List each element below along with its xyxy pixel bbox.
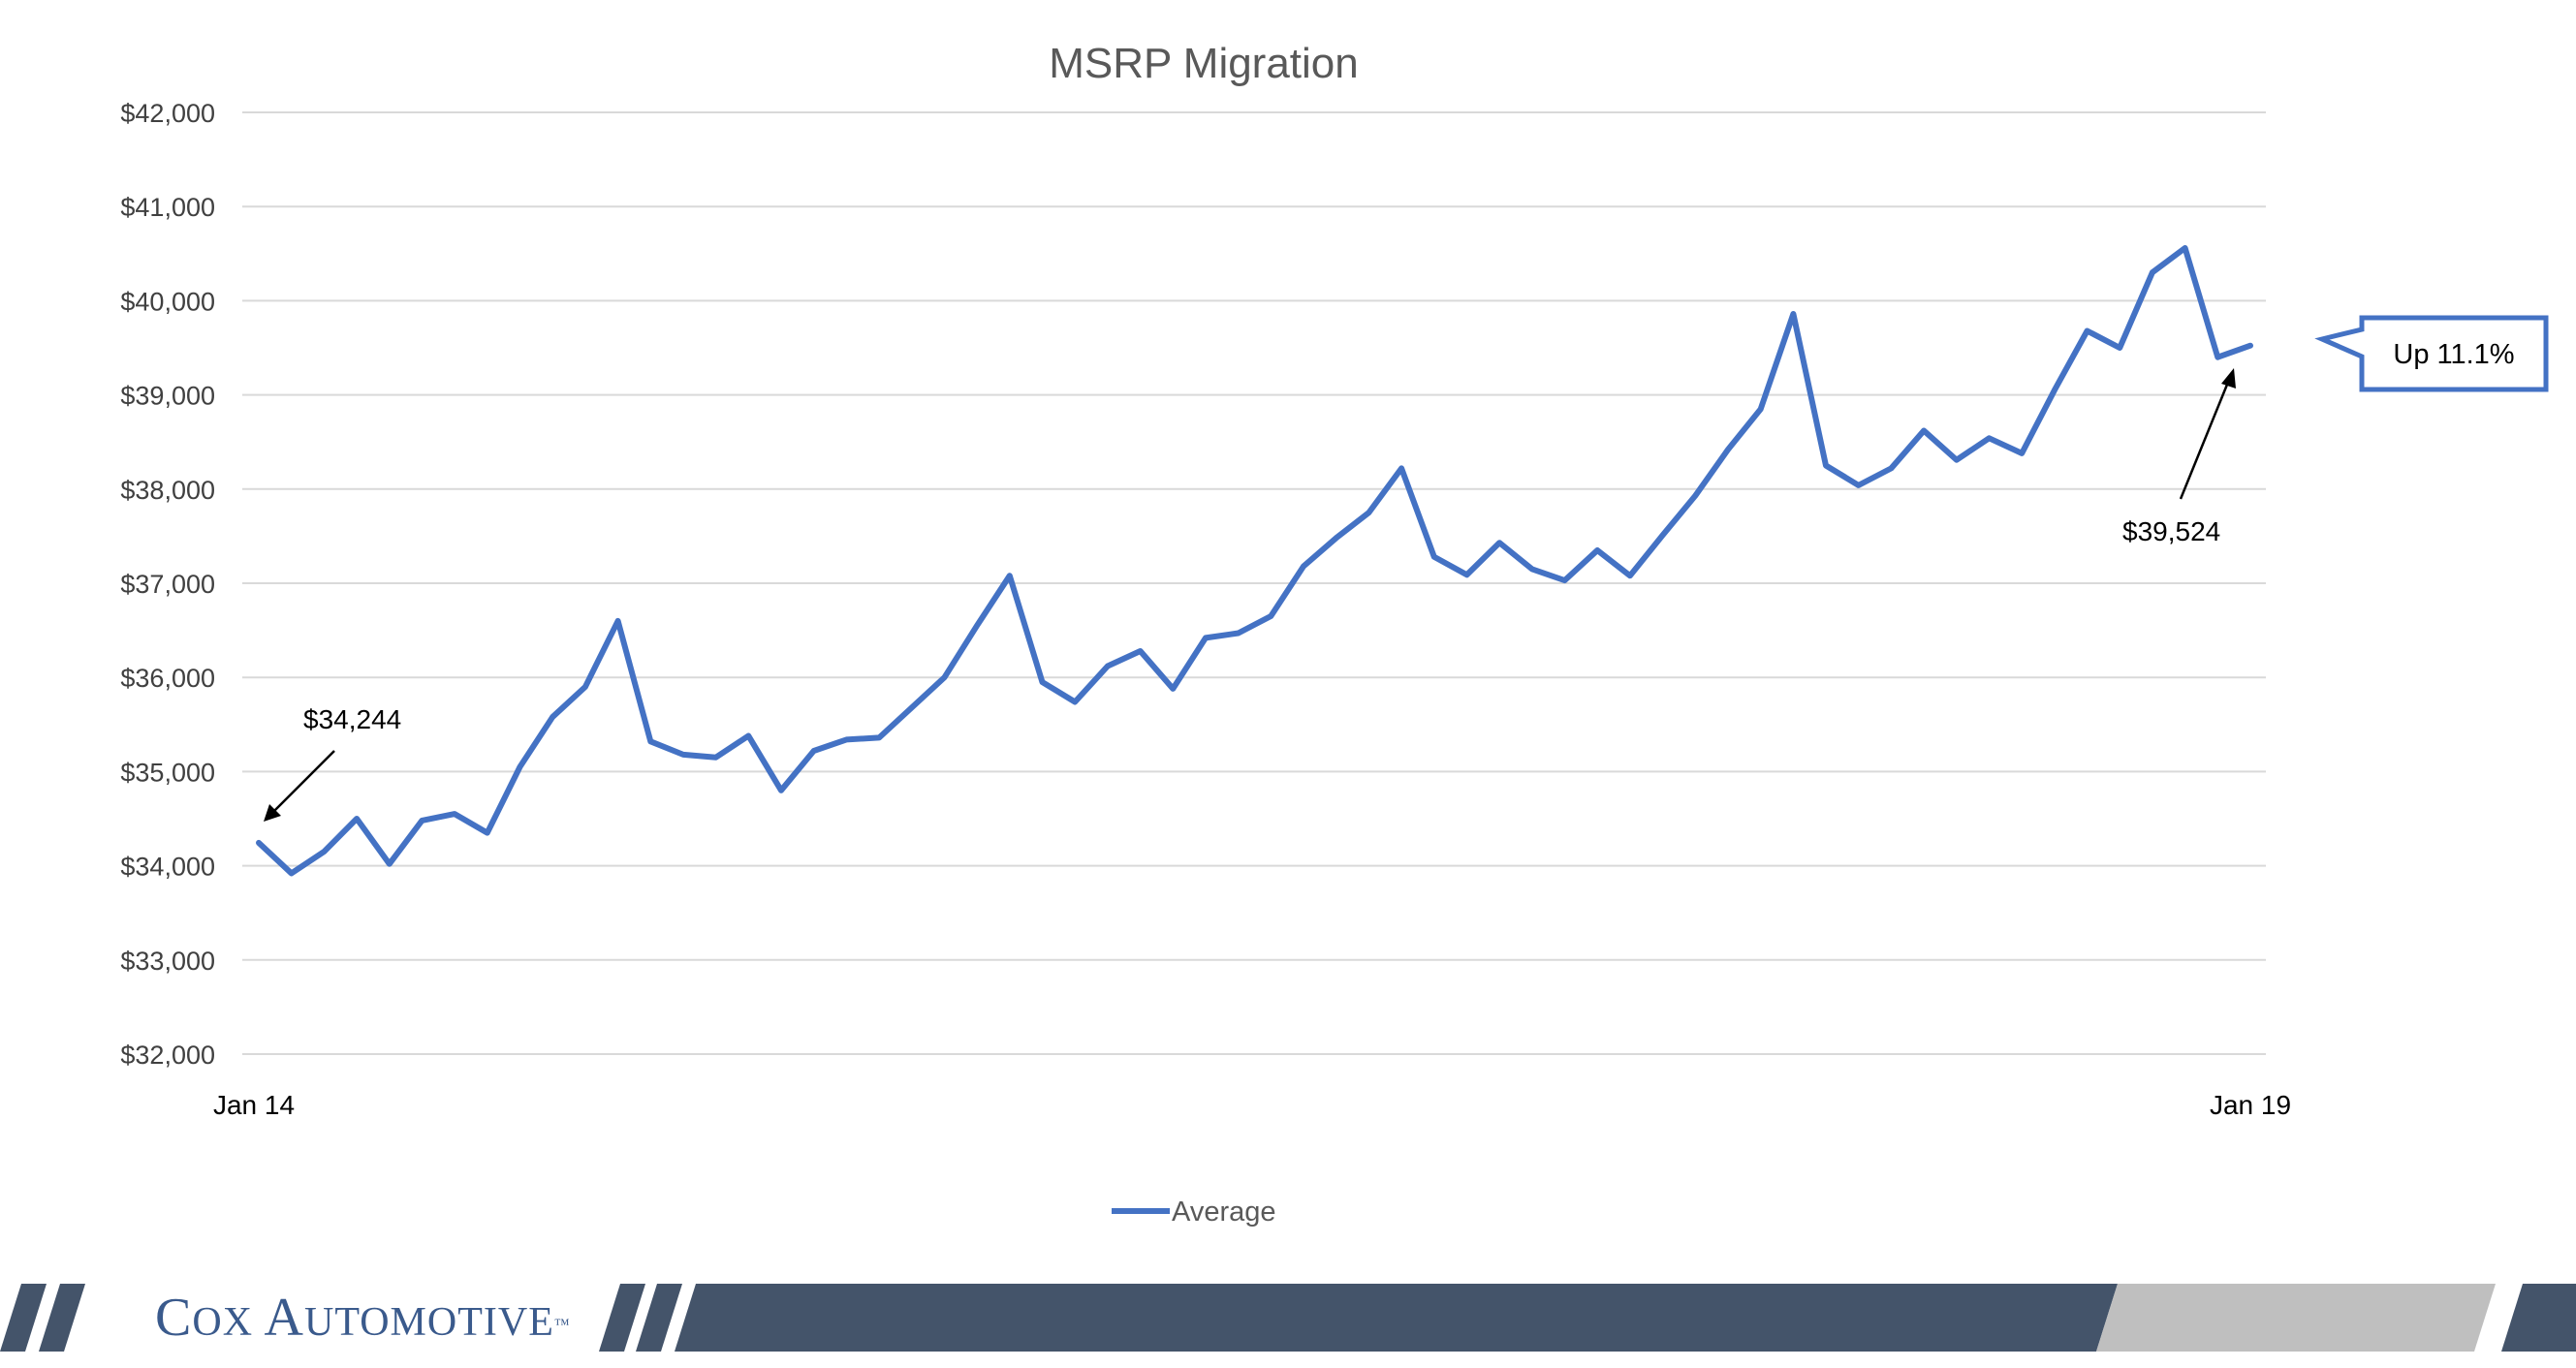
footer-stripe-4 <box>636 1284 682 1352</box>
y-tick-label: $42,000 <box>120 99 215 128</box>
footer-end-bar <box>2501 1284 2576 1352</box>
start-value-label: $34,244 <box>303 704 401 734</box>
gridlines <box>242 111 2266 1055</box>
chart-title: MSRP Migration <box>1049 40 1359 87</box>
start-arrow <box>270 750 335 815</box>
footer-main-bar <box>675 1284 2118 1352</box>
callout-text: Up 11.1% <box>2393 339 2514 370</box>
y-tick-label: $38,000 <box>120 476 215 505</box>
x-tick-start: Jan 14 <box>213 1090 295 1120</box>
legend-label: Average <box>1172 1197 1276 1228</box>
start-arrowhead-icon <box>264 804 281 822</box>
footer-stripe-3 <box>599 1284 645 1352</box>
footer-band <box>0 1284 2576 1352</box>
footer-stripe-1 <box>0 1284 47 1352</box>
cox-automotive-logo: COX AUTOMOTIVE™ <box>155 1288 571 1348</box>
footer-stripe-2 <box>39 1284 85 1352</box>
series-line-average <box>256 245 2253 877</box>
y-tick-label: $33,000 <box>120 947 215 976</box>
y-tick-label: $35,000 <box>120 758 215 787</box>
y-axis-ticks: $42,000 $41,000 $40,000 $39,000 $38,000 $37,0… <box>120 99 215 1070</box>
y-tick-label: $36,000 <box>120 664 215 693</box>
x-tick-end: Jan 19 <box>2210 1090 2291 1120</box>
end-arrowhead-icon <box>2221 368 2236 389</box>
y-tick-label: $40,000 <box>120 287 215 316</box>
series-layer <box>256 245 2253 877</box>
callout-box <box>2314 315 2549 392</box>
y-tick-label: $41,000 <box>120 193 215 222</box>
footer-gray-bar <box>2096 1284 2496 1352</box>
y-tick-label: $39,000 <box>120 382 215 411</box>
y-tick-label: $34,000 <box>120 853 215 882</box>
end-value-label: $39,524 <box>2122 516 2220 546</box>
y-tick-label: $32,000 <box>120 1041 215 1070</box>
y-tick-label: $37,000 <box>120 570 215 599</box>
end-arrow <box>2179 379 2231 500</box>
